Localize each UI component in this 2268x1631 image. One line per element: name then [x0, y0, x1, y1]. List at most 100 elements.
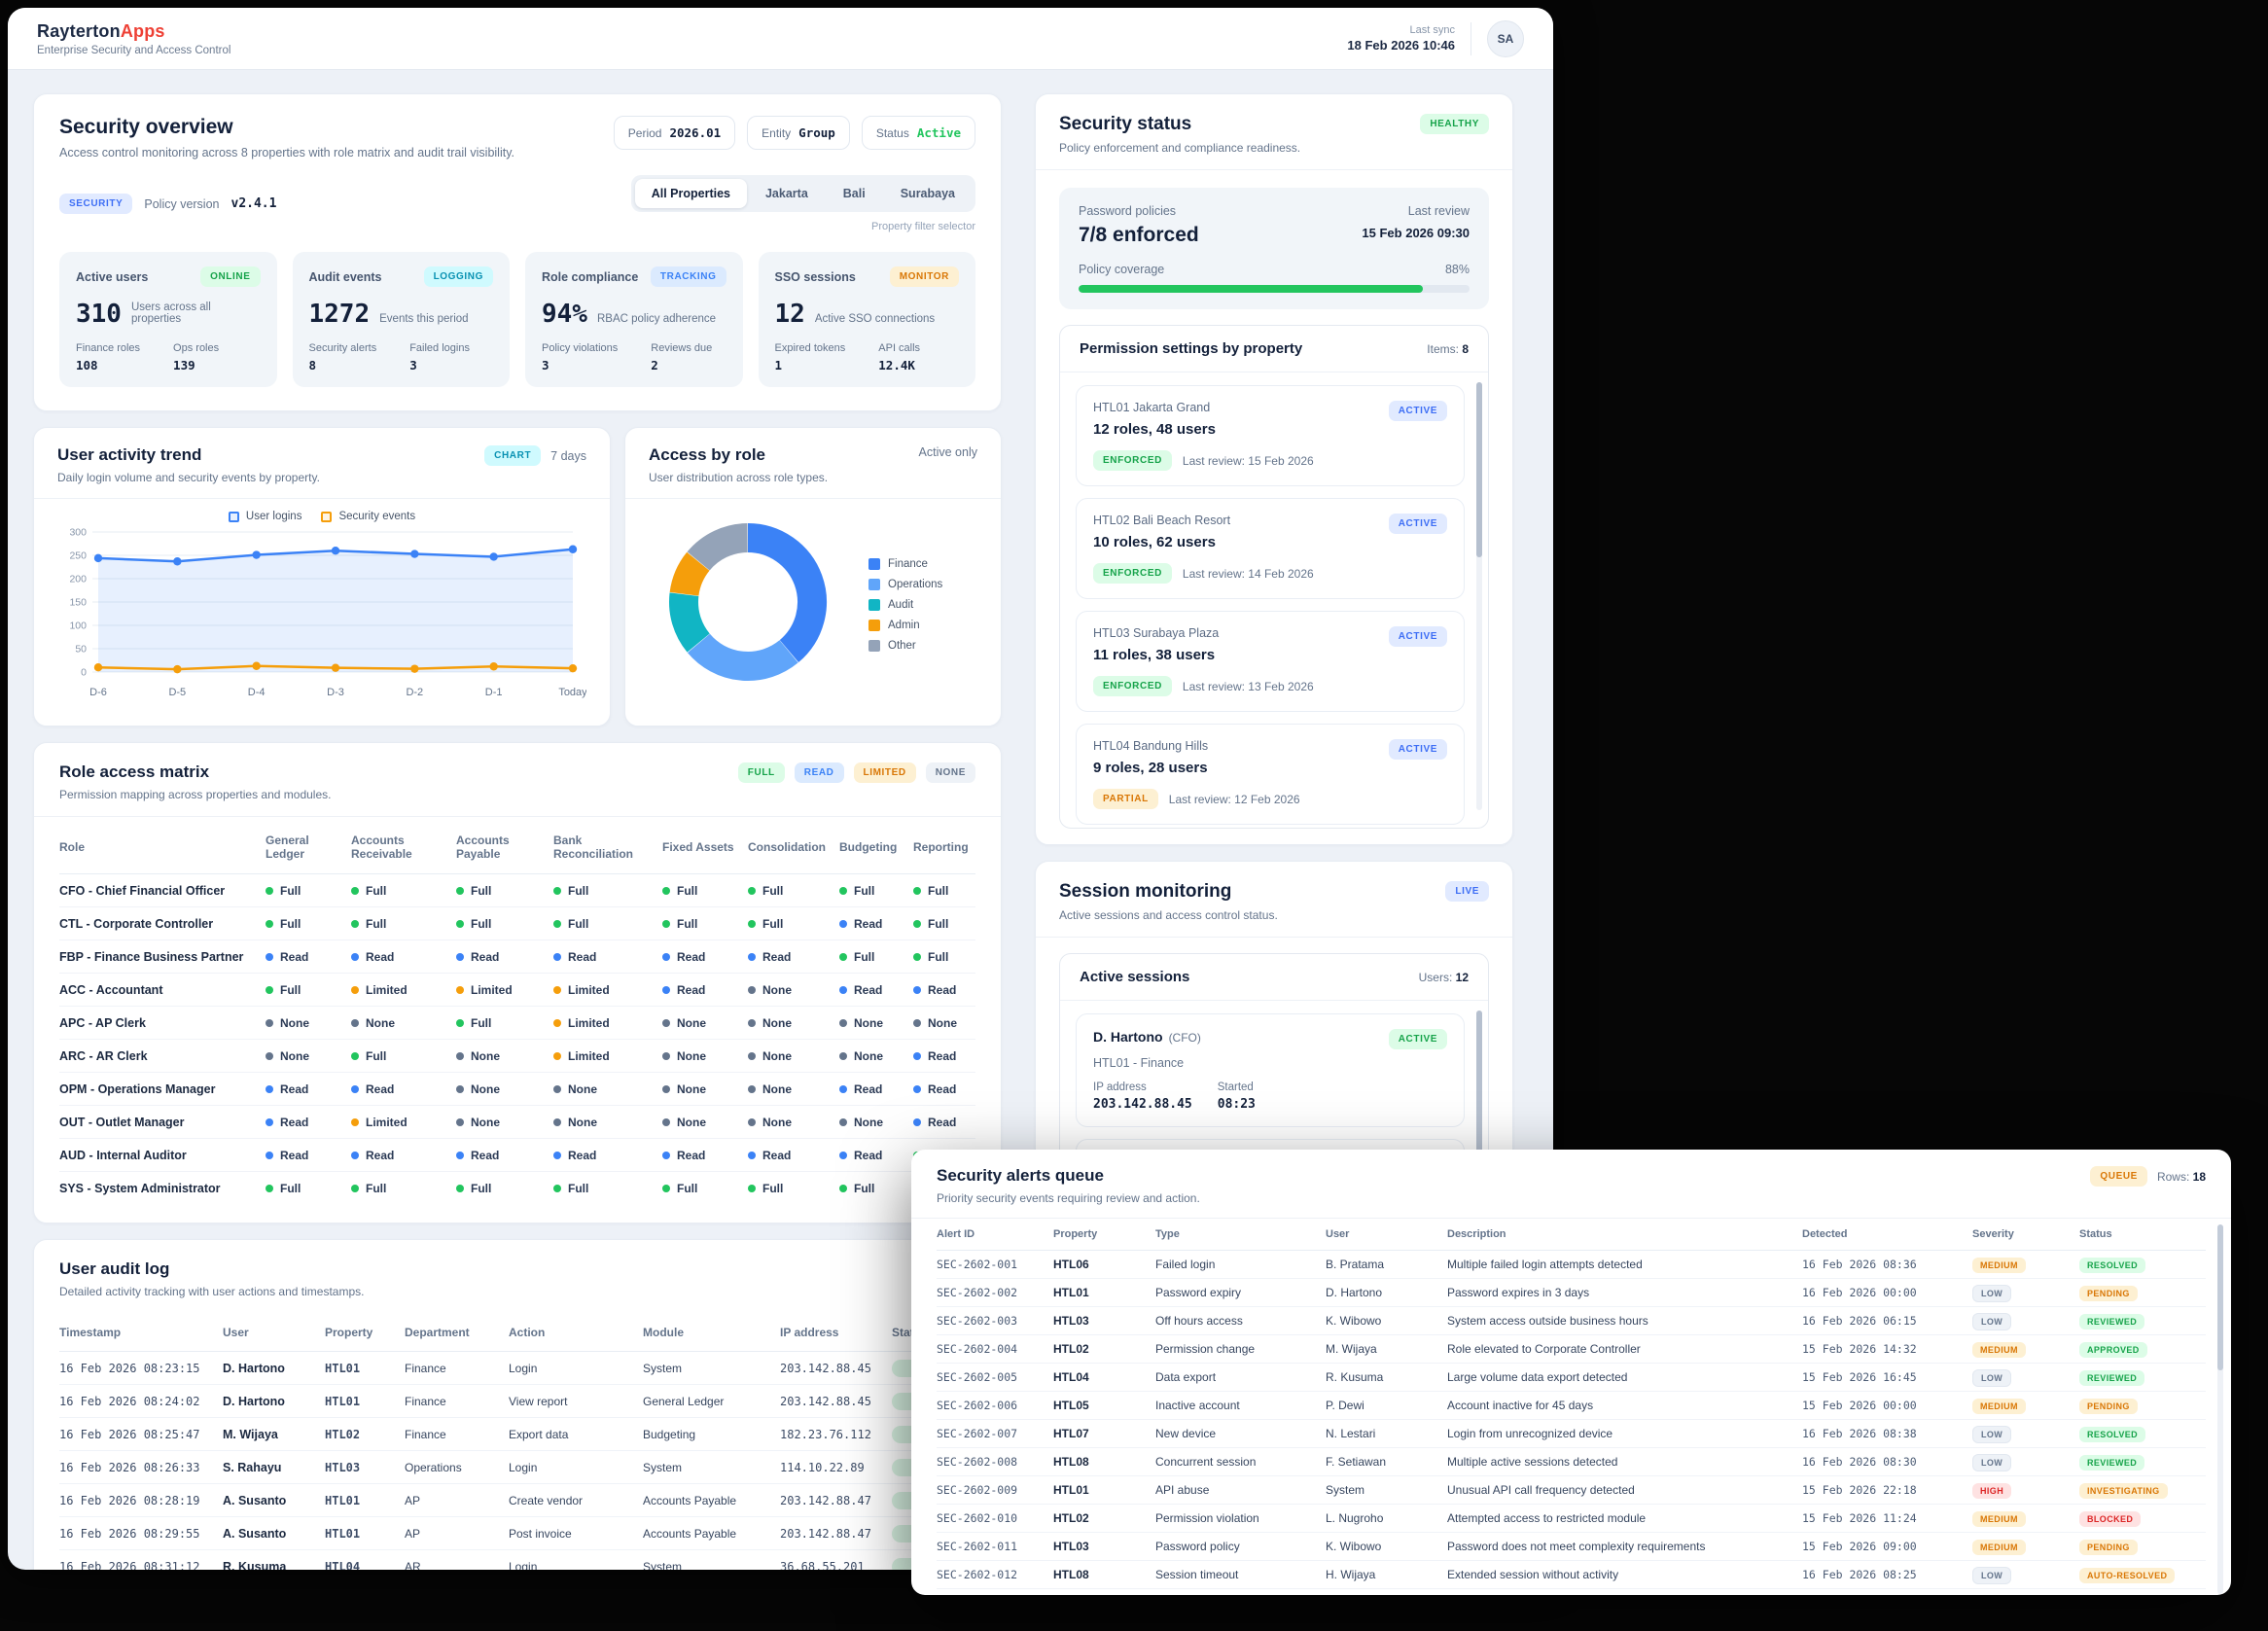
alert-row[interactable]: SEC-2602-007 HTL07 New device N. Lestari Log… — [937, 1420, 2206, 1448]
alerts-scrollbar-thumb[interactable] — [2217, 1224, 2223, 1370]
kpi-stat: API calls 12.4K — [878, 342, 920, 372]
alert-row[interactable]: SEC-2602-009 HTL01 API abuse System Unusual … — [937, 1476, 2206, 1505]
alert-status-badge: PENDING — [2079, 1286, 2138, 1301]
kpi-desc: Users across all properties — [130, 301, 211, 325]
permission-label: Full — [280, 1182, 301, 1195]
alert-row[interactable]: SEC-2602-002 HTL01 Password expiry D. Harto… — [937, 1279, 2206, 1307]
audit-module: System — [643, 1559, 683, 1571]
alert-user: H. Wijaya — [1326, 1568, 1376, 1581]
alert-description: Login from unrecognized device — [1447, 1427, 1613, 1440]
brand-accent: Apps — [120, 20, 165, 41]
permission-label: Limited — [366, 1115, 408, 1129]
matrix-permission-cell: None — [662, 1082, 748, 1096]
kpi-head: Audit events LOGGING — [309, 266, 493, 287]
healthy-badge: HEALTHY — [1420, 114, 1489, 134]
alert-row[interactable]: SEC-2602-004 HTL02 Permission change M. Wij… — [937, 1335, 2206, 1364]
alert-severity-badge: LOW — [1972, 1284, 2012, 1302]
alert-severity-badge: HIGH — [1972, 1483, 2012, 1499]
role-access-matrix-card: Role access matrix Permission mapping ac… — [33, 742, 1002, 1223]
alert-row[interactable]: SEC-2602-003 HTL03 Off hours access K. Wibo… — [937, 1307, 2206, 1335]
audit-header-row: Timestamp User Property Department Action Mod… — [59, 1314, 975, 1352]
property-active-badge: ACTIVE — [1388, 514, 1447, 534]
tab-bali[interactable]: Bali — [842, 187, 866, 200]
permission-dot — [748, 1151, 756, 1159]
entity-pill[interactable]: Entity Group — [747, 116, 850, 150]
property-active-badge: ACTIVE — [1388, 626, 1447, 647]
last-review-text: Last review: 15 Feb 2026 — [1182, 453, 1314, 468]
alert-row[interactable]: SEC-2602-001 HTL06 Failed login B. Pratama M… — [937, 1251, 2206, 1279]
session-item[interactable]: D. Hartono (CFO) ACTIVE HTL01 - Finance IP a… — [1076, 1013, 1465, 1127]
matrix-permission-cell: None — [266, 1049, 351, 1063]
donut-swatch — [868, 557, 880, 570]
alert-row[interactable]: SEC-2602-005 HTL04 Data export R. Kusuma Lar… — [937, 1364, 2206, 1392]
alert-row[interactable]: SEC-2602-011 HTL03 Password policy K. Wibow… — [937, 1533, 2206, 1561]
alert-row[interactable]: SEC-2602-012 HTL08 Session timeout H. Wijay… — [937, 1561, 2206, 1589]
kpi-badge: LOGGING — [423, 266, 493, 287]
audit-timestamp: 16 Feb 2026 08:26:33 — [59, 1460, 200, 1474]
tab-all-properties[interactable]: All Properties — [634, 179, 747, 208]
matrix-permission-cell: Full — [351, 1049, 456, 1063]
permission-dot — [913, 1018, 921, 1027]
alert-detected: 16 Feb 2026 08:36 — [1802, 1258, 1917, 1271]
alert-description: Large volume data export detected — [1447, 1370, 1628, 1384]
kpi-stat: Failed logins 3 — [409, 342, 470, 372]
user-audit-log-card: User audit log Detailed activity trackin… — [33, 1239, 1002, 1570]
tab-jakarta[interactable]: Jakarta — [764, 187, 808, 200]
alert-row[interactable]: SEC-2602-006 HTL05 Inactive account P. Dewi… — [937, 1392, 2206, 1420]
period-label: Period — [627, 125, 662, 140]
alert-user: N. Lestari — [1326, 1427, 1376, 1440]
tab-surabaya[interactable]: Surabaya — [900, 187, 955, 200]
matrix-permission-cell: Read — [748, 950, 839, 964]
session-scrollbar-thumb[interactable] — [1476, 1011, 1482, 1166]
permission-item-bottom: PARTIAL Last review: 12 Feb 2026 — [1093, 789, 1447, 809]
alert-status-badge: REVIEWED — [2079, 1314, 2145, 1330]
alert-row[interactable]: SEC-2602-008 HTL08 Concurrent session F. Se… — [937, 1448, 2206, 1476]
kpi-stat: Expired tokens 1 — [775, 342, 846, 372]
trend-chart-body: User logins Security events 0 50 100 150 200 2… — [34, 499, 610, 726]
permission-item[interactable]: HTL04 Bandung Hills 9 roles, 28 users ACTI… — [1076, 724, 1465, 825]
audit-timestamp: 16 Feb 2026 08:28:19 — [59, 1493, 200, 1507]
permission-label: Read — [762, 1148, 792, 1162]
audit-action: Post invoice — [509, 1526, 572, 1541]
permission-item[interactable]: HTL03 Surabaya Plaza 11 roles, 38 users AC… — [1076, 611, 1465, 712]
permission-dot — [913, 886, 921, 895]
alerts-scrollbar[interactable] — [2217, 1224, 2223, 1594]
matrix-permission-cell: Read — [913, 1116, 979, 1129]
permission-label: Read — [677, 982, 706, 997]
access-note: Active only — [918, 445, 977, 459]
period-pill[interactable]: Period 2026.01 — [613, 116, 736, 150]
alert-status-badge: BLOCKED — [2079, 1511, 2142, 1527]
permission-item[interactable]: HTL01 Jakarta Grand 12 roles, 48 users ACT… — [1076, 385, 1465, 486]
permission-label: Read — [677, 949, 706, 964]
alert-property: HTL08 — [1053, 1455, 1089, 1469]
last-review-text: Last review: 13 Feb 2026 — [1182, 679, 1314, 693]
permission-scrollbar[interactable] — [1476, 382, 1482, 810]
permission-label: Full — [366, 883, 387, 898]
alert-type: Off hours access — [1155, 1314, 1243, 1328]
permission-label: Read — [928, 1048, 957, 1063]
audit-department: AR — [405, 1559, 421, 1571]
audit-title-block: User audit log Detailed activity trackin… — [59, 1259, 364, 1298]
permission-dot — [456, 1117, 464, 1126]
alert-type: Password expiry — [1155, 1286, 1242, 1299]
matrix-permission-cell: Full — [553, 1182, 662, 1195]
permission-label: Read — [928, 982, 957, 997]
permission-dot — [553, 952, 561, 961]
line-chart: 0 50 100 150 200 250 300 D-6 D-5 D-4 D-3 D-2 D-1 Toda… — [53, 524, 590, 716]
kpi-label: SSO sessions — [774, 269, 856, 284]
permission-label: Full — [366, 1182, 387, 1195]
avatar[interactable]: SA — [1487, 19, 1524, 57]
alert-user: P. Dewi — [1326, 1399, 1364, 1412]
permission-label: Full — [280, 883, 301, 898]
alert-property: HTL01 — [1053, 1286, 1089, 1299]
alert-row[interactable]: SEC-2602-010 HTL02 Permission violation L. … — [937, 1505, 2206, 1533]
permission-label: Read — [568, 1148, 597, 1162]
matrix-permission-cell: None — [748, 983, 839, 997]
permission-scrollbar-thumb[interactable] — [1476, 382, 1482, 557]
matrix-permission-cell: Read — [662, 1149, 748, 1162]
permission-dot — [748, 985, 756, 994]
permission-item[interactable]: HTL02 Bali Beach Resort 10 roles, 62 user… — [1076, 498, 1465, 599]
status-pill[interactable]: Status Active — [861, 116, 975, 150]
permission-dot — [839, 1151, 847, 1159]
alert-property: HTL03 — [1053, 1314, 1089, 1328]
